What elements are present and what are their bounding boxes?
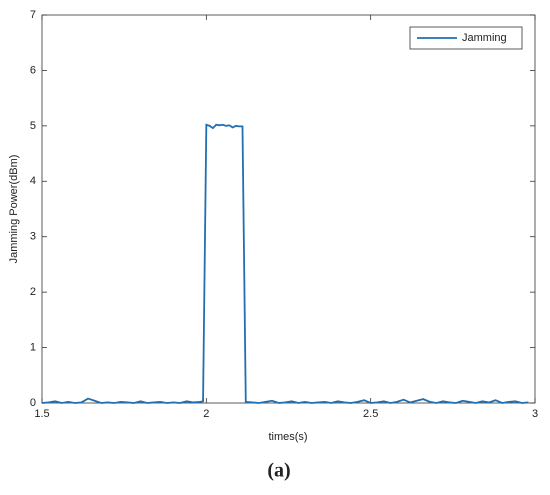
y-tick-label: 6: [30, 64, 36, 76]
x-tick-label: 3: [532, 408, 538, 420]
caption: (a): [267, 460, 290, 482]
y-tick-label: 4: [30, 175, 36, 187]
x-tick-label: 2: [203, 408, 209, 420]
x-tick-label: 2.5: [363, 408, 378, 420]
legend-label: Jamming: [462, 32, 507, 44]
y-tick-label: 5: [30, 120, 36, 132]
x-tick-label: 1.5: [34, 408, 49, 420]
plot-area: [41, 14, 536, 404]
data-line: [41, 123, 529, 404]
y-tick-label: 0: [30, 397, 36, 409]
y-tick-label: 7: [30, 9, 36, 21]
x-axis-label: times(s): [268, 431, 307, 443]
y-tick-label: 3: [30, 231, 36, 243]
y-tick-label: 2: [30, 286, 36, 298]
legend-box: [409, 26, 523, 50]
y-axis-label: Jamming Power(dBm): [8, 155, 20, 264]
y-tick-label: 1: [30, 341, 36, 353]
